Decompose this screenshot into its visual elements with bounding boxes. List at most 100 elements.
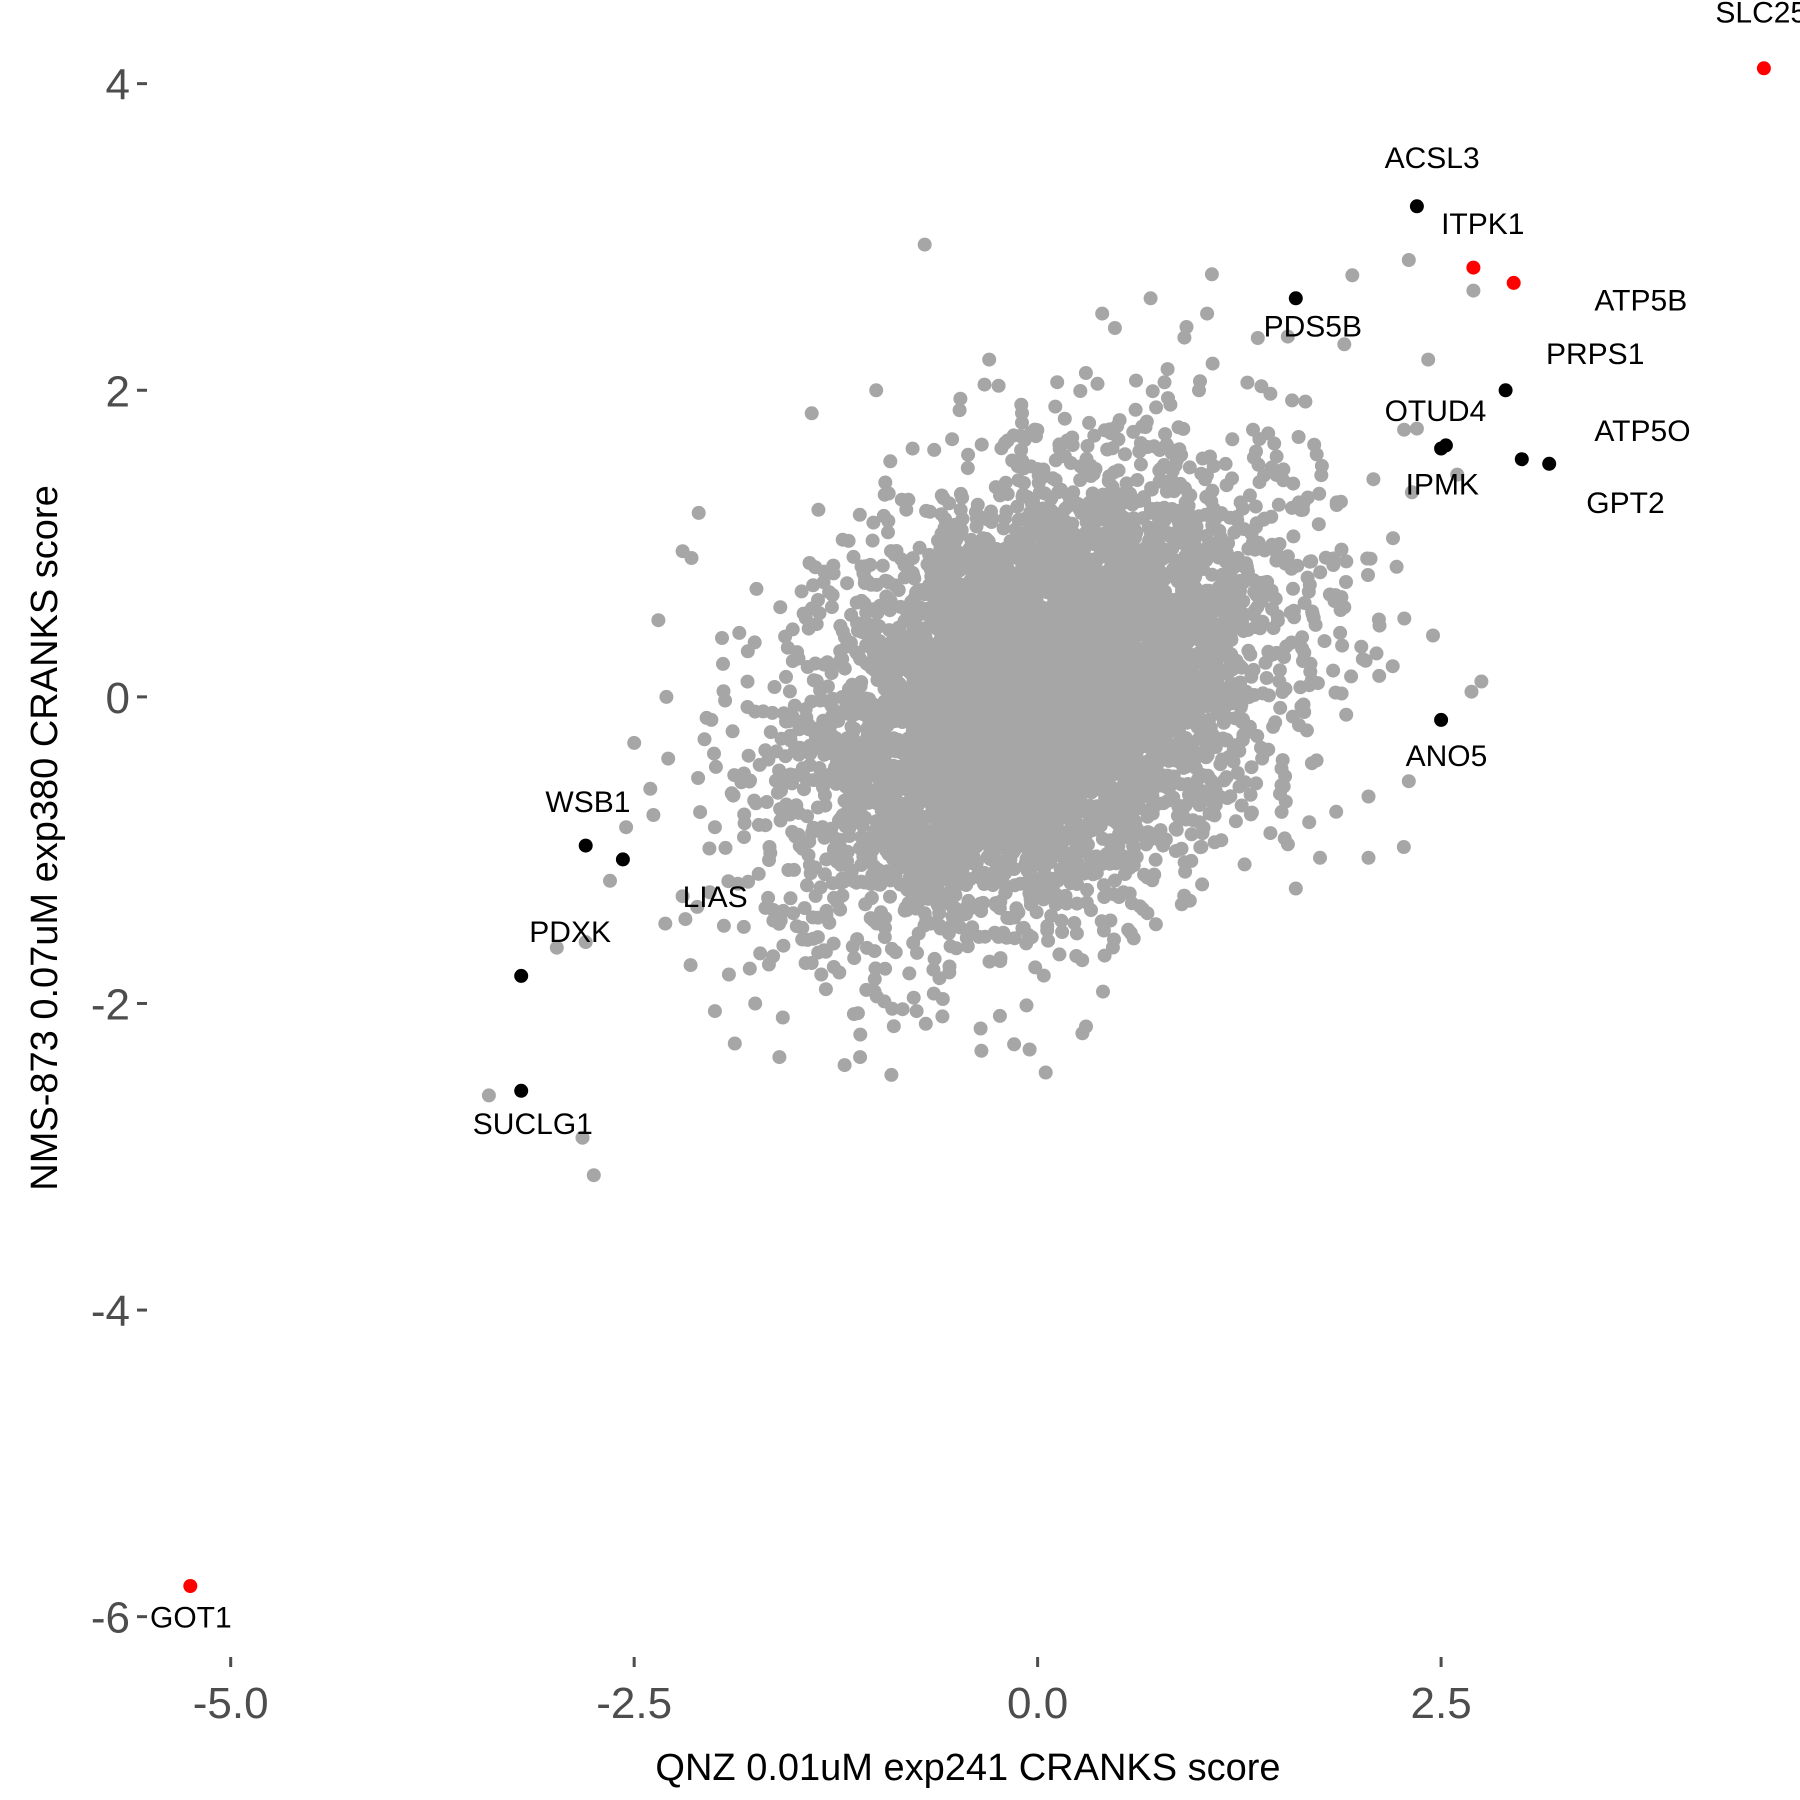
background-point	[779, 797, 794, 812]
background-point	[1285, 393, 1300, 408]
background-point	[1192, 815, 1207, 830]
background-point	[1033, 844, 1048, 859]
background-point	[1156, 572, 1171, 587]
background-point	[740, 700, 755, 714]
background-point	[802, 556, 817, 570]
background-point	[934, 507, 949, 522]
background-point	[785, 709, 800, 724]
background-point	[798, 611, 813, 626]
background-point	[945, 432, 960, 447]
background-point	[661, 751, 676, 766]
background-point	[1397, 611, 1412, 626]
background-point	[1277, 831, 1292, 846]
background-point	[1024, 459, 1038, 474]
background-point	[741, 748, 756, 763]
background-point	[1335, 638, 1350, 653]
background-point	[1297, 596, 1312, 610]
background-point	[845, 939, 860, 954]
background-point	[1084, 903, 1098, 918]
background-point	[1326, 663, 1341, 678]
background-point	[1133, 457, 1148, 472]
background-point	[788, 829, 803, 844]
background-point	[1339, 554, 1354, 569]
background-point	[1055, 844, 1070, 859]
background-point	[902, 966, 917, 981]
background-point	[718, 840, 733, 855]
background-point	[824, 600, 839, 615]
background-point	[1056, 827, 1071, 842]
background-point	[1372, 668, 1387, 683]
background-point	[797, 782, 811, 797]
background-point	[1011, 473, 1026, 488]
background-point	[888, 945, 903, 960]
background-point	[894, 552, 909, 567]
background-point	[909, 621, 923, 636]
background-point	[1095, 831, 1110, 846]
background-point	[1164, 446, 1179, 461]
background-point	[950, 860, 965, 875]
background-point	[1309, 753, 1324, 768]
background-point	[715, 631, 729, 645]
background-point	[1120, 594, 1135, 609]
background-point	[1333, 625, 1348, 640]
background-point	[942, 959, 957, 974]
background-point	[1311, 517, 1326, 532]
background-point	[1176, 421, 1191, 436]
background-point	[1228, 814, 1243, 829]
background-point	[1171, 799, 1186, 814]
background-point	[833, 744, 848, 759]
background-point	[787, 698, 802, 713]
background-point	[1137, 867, 1152, 882]
background-point	[1149, 400, 1164, 415]
background-point	[1207, 835, 1222, 850]
background-point	[941, 926, 956, 941]
background-point	[1301, 584, 1316, 599]
background-point	[1246, 573, 1261, 588]
background-point	[1051, 485, 1066, 500]
background-point	[1286, 529, 1301, 544]
background-point	[914, 874, 928, 889]
background-point	[1126, 633, 1141, 648]
background-point	[1129, 373, 1143, 388]
background-point	[820, 655, 835, 670]
background-point	[1237, 857, 1252, 872]
background-point	[1073, 384, 1088, 398]
background-point	[1369, 646, 1384, 661]
background-point	[1386, 531, 1400, 546]
background-point	[905, 441, 920, 456]
background-point	[779, 772, 794, 787]
background-point	[959, 901, 973, 916]
background-point	[1339, 575, 1353, 589]
background-point	[1252, 432, 1267, 447]
background-point	[1160, 362, 1175, 377]
background-point	[758, 818, 773, 833]
background-point	[702, 841, 717, 856]
background-point	[869, 989, 884, 1004]
background-point	[846, 1007, 861, 1022]
background-point	[858, 897, 873, 912]
background-point	[1298, 394, 1313, 409]
background-point	[707, 746, 721, 761]
background-point	[1055, 925, 1070, 939]
background-point	[867, 944, 882, 959]
background-point	[678, 912, 693, 927]
background-point	[1070, 896, 1084, 911]
background-point	[1048, 453, 1063, 468]
background-point	[1234, 798, 1249, 813]
background-point	[958, 874, 973, 889]
background-point	[1107, 321, 1122, 335]
background-point	[1048, 399, 1063, 414]
background-point	[1285, 500, 1299, 515]
background-point	[693, 805, 708, 820]
background-point	[865, 533, 880, 548]
background-point	[1287, 610, 1302, 625]
background-point	[1242, 690, 1257, 704]
background-point	[725, 724, 740, 739]
background-point	[1184, 827, 1199, 842]
background-point	[797, 901, 812, 916]
background-point	[1130, 735, 1145, 750]
background-point	[1308, 617, 1323, 632]
background-point	[1067, 916, 1082, 930]
background-point	[1153, 472, 1168, 487]
background-point	[1173, 811, 1187, 826]
